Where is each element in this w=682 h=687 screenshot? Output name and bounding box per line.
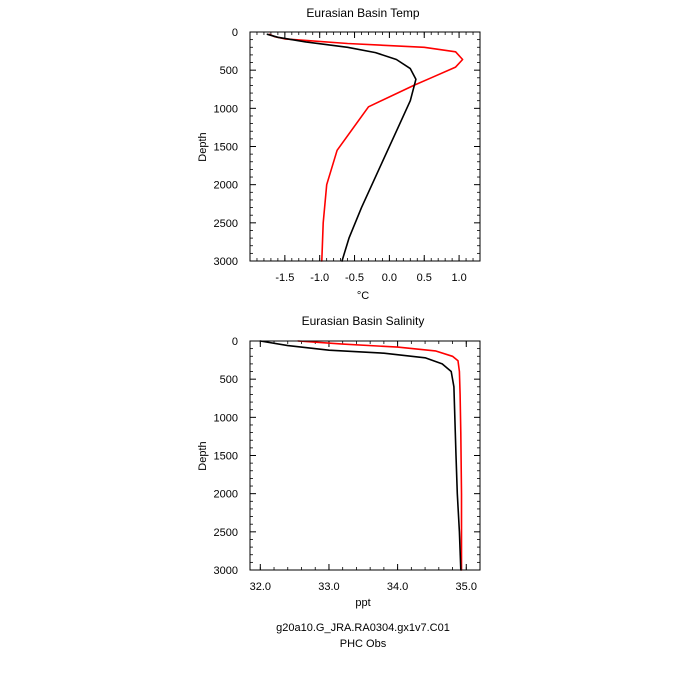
salinity-x-tick-label: 32.0 (250, 581, 271, 593)
salinity-y-tick-label: 1000 (214, 412, 238, 424)
temp-x-tick-label: 1.0 (451, 272, 466, 284)
salinity-x-axis-label: ppt (355, 597, 370, 609)
temp-model-line (266, 33, 417, 262)
temp-x-tick-label: 0.0 (382, 272, 397, 284)
salinity-series (259, 340, 463, 571)
temp-obs-line (268, 33, 464, 262)
temp-x-tick-label: -1.0 (310, 272, 329, 284)
salinity-model-line (259, 340, 462, 571)
salinity-y-tick-label: 500 (220, 374, 238, 386)
temp-x-tick-label: -1.5 (275, 272, 294, 284)
temp-y-axis-label: Depth (197, 132, 209, 161)
model-caption: g20a10.G_JRA.RA0304.gx1v7.C01 (276, 622, 450, 634)
temp-tick-marks: -1.5 -1.0 -0.5 0.0 0.5 1.0 0 500 1000 1500 2000 250… (214, 27, 481, 284)
salinity-x-tick-label: 34.0 (387, 581, 408, 593)
salinity-panel: Eurasian Basin Salinity 32.0 33.0 34.0 35.0… (197, 314, 481, 609)
salinity-chart-title: Eurasian Basin Salinity (302, 314, 425, 328)
temp-y-tick-label: 2500 (214, 218, 238, 230)
temp-x-tick-label: 0.5 (417, 272, 432, 284)
temp-y-tick-label: 1000 (214, 103, 238, 115)
temp-plot-frame (249, 31, 481, 262)
temp-panel: Eurasian Basin Temp -1.5 -1.0 -0.5 0.0 0.5 1.… (197, 6, 481, 302)
salinity-y-tick-label: 2500 (214, 527, 238, 539)
salinity-x-tick-label: 33.0 (318, 581, 339, 593)
temp-y-tick-label: 3000 (214, 256, 238, 268)
salinity-plot-frame (249, 340, 481, 571)
salinity-y-tick-label: 3000 (214, 565, 238, 577)
temp-y-tick-label: 0 (232, 27, 238, 39)
salinity-y-tick-label: 2000 (214, 489, 238, 501)
temp-y-tick-label: 500 (220, 65, 238, 77)
salinity-y-axis-label: Depth (197, 441, 209, 470)
temp-x-tick-label: -0.5 (345, 272, 364, 284)
salinity-obs-line (297, 340, 463, 571)
temp-y-tick-label: 1500 (214, 142, 238, 154)
salinity-tick-marks: 32.0 33.0 34.0 35.0 0 500 1000 1500 2000 2500 3000 (214, 336, 481, 593)
salinity-y-tick-label: 1500 (214, 451, 238, 463)
temp-chart-title: Eurasian Basin Temp (306, 6, 420, 20)
temp-x-axis-label: °C (357, 290, 369, 302)
obs-caption: PHC Obs (340, 638, 387, 650)
salinity-x-tick-label: 35.0 (456, 581, 477, 593)
temp-y-tick-label: 2000 (214, 180, 238, 192)
temp-series (266, 33, 464, 262)
salinity-y-tick-label: 0 (232, 336, 238, 348)
